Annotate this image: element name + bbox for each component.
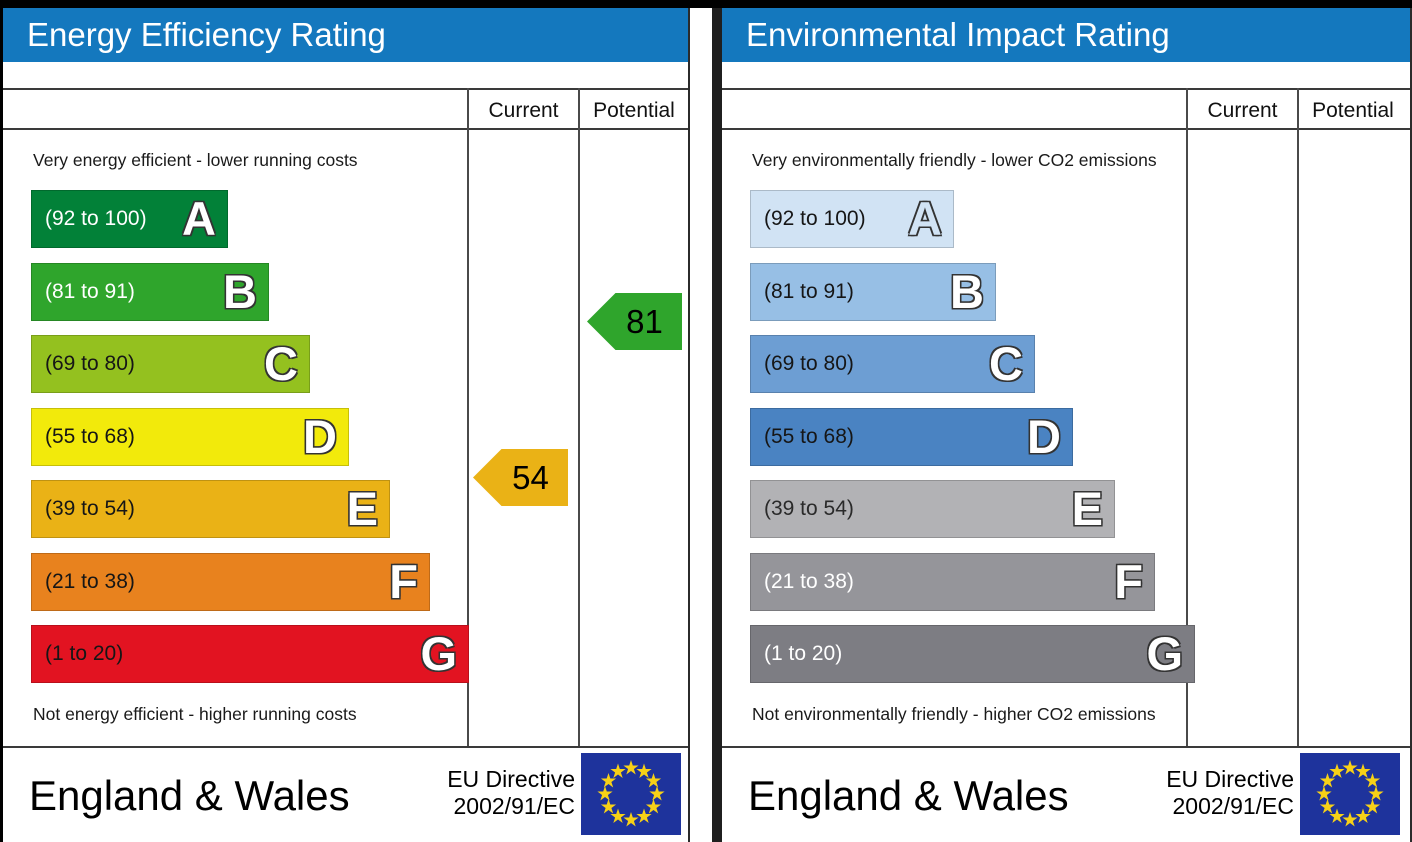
band-b: (81 to 91) B (31, 263, 269, 321)
eu-directive-label: EU Directive 2002/91/EC (403, 766, 575, 820)
eu-directive-label: EU Directive 2002/91/EC (1122, 766, 1294, 820)
eu-flag-icon (1300, 753, 1400, 835)
band-d: (55 to 68) D (31, 408, 349, 466)
caption-bottom: Not energy efficient - higher running co… (33, 704, 357, 724)
band-letter: B (223, 265, 257, 318)
band-letter: B (950, 265, 984, 318)
table-border-bottom (722, 746, 1410, 748)
panel-title: Energy Efficiency Rating (27, 16, 386, 53)
page-top-border (0, 0, 1412, 8)
band-range: (92 to 100) (45, 207, 147, 230)
band-letter: F (389, 555, 418, 608)
band-b: (81 to 91) B (750, 263, 996, 321)
band-range: (1 to 20) (764, 642, 843, 665)
band-range: (39 to 54) (764, 497, 854, 520)
eu-directive-line1: EU Directive (447, 766, 575, 792)
band-letter: G (1146, 627, 1183, 680)
band-range: (21 to 38) (45, 570, 135, 593)
band-a: (92 to 100) A (31, 190, 228, 248)
band-letter: D (303, 410, 337, 463)
current-column-header: Current (1207, 99, 1278, 122)
table-border-header (3, 128, 688, 130)
panel-title-bar: Environmental Impact Rating (722, 8, 1410, 62)
band-g: (1 to 20) G (31, 625, 469, 683)
caption-top: Very energy efficient - lower running co… (33, 150, 358, 170)
band-c: (69 to 80) C (750, 335, 1035, 393)
panel-title: Environmental Impact Rating (746, 16, 1170, 53)
current-rating-arrow: 54 (473, 449, 568, 506)
band-range: (69 to 80) (45, 352, 135, 375)
band-letter: C (989, 337, 1023, 390)
caption-bottom: Not environmentally friendly - higher CO… (752, 704, 1156, 724)
band-e: (39 to 54) E (31, 480, 390, 538)
table-border-header (722, 128, 1410, 130)
band-range: (81 to 91) (764, 280, 854, 303)
eu-directive-line1: EU Directive (1166, 766, 1294, 792)
environmental-impact-panel: Environmental Impact Rating Current Pote… (712, 8, 1412, 842)
band-g: (1 to 20) G (750, 625, 1195, 683)
current-column-divider (1186, 88, 1188, 746)
panel-title-bar: Energy Efficiency Rating (3, 8, 688, 62)
band-letter: C (264, 337, 298, 390)
eu-flag-icon (581, 753, 681, 835)
band-letter: E (1071, 482, 1103, 535)
eu-directive-line2: 2002/91/EC (453, 793, 575, 819)
current-column-divider (467, 88, 469, 746)
potential-column-header: Potential (593, 99, 675, 122)
energy-efficiency-panel: Energy Efficiency Rating Current Potenti… (0, 8, 690, 842)
potential-column-divider (1297, 88, 1299, 746)
current-rating-value: 54 (512, 458, 549, 496)
band-range: (92 to 100) (764, 207, 866, 230)
table-border-bottom (3, 746, 688, 748)
band-e: (39 to 54) E (750, 480, 1115, 538)
band-d: (55 to 68) D (750, 408, 1073, 466)
potential-column-divider (578, 88, 580, 746)
band-range: (21 to 38) (764, 570, 854, 593)
band-range: (39 to 54) (45, 497, 135, 520)
band-range: (69 to 80) (764, 352, 854, 375)
potential-rating-value: 81 (626, 302, 663, 340)
chart-area: Very environmentally friendly - lower CO… (722, 8, 1410, 842)
band-range: (81 to 91) (45, 280, 135, 303)
band-letter: F (1114, 555, 1143, 608)
band-c: (69 to 80) C (31, 335, 310, 393)
chart-area: Very energy efficient - lower running co… (3, 8, 688, 842)
band-letter: A (908, 192, 942, 245)
table-border-top (722, 88, 1410, 90)
band-a: (92 to 100) A (750, 190, 954, 248)
band-range: (55 to 68) (764, 425, 854, 448)
potential-rating-arrow: 81 (587, 293, 682, 350)
current-column-header: Current (488, 99, 559, 122)
region-label: England & Wales (748, 772, 1069, 819)
region-label: England & Wales (29, 772, 350, 819)
band-range: (55 to 68) (45, 425, 135, 448)
band-letter: A (182, 192, 216, 245)
band-f: (21 to 38) F (31, 553, 430, 611)
band-letter: G (420, 627, 457, 680)
table-border-top (3, 88, 688, 90)
caption-top: Very environmentally friendly - lower CO… (752, 150, 1157, 170)
band-f: (21 to 38) F (750, 553, 1155, 611)
band-letter: E (346, 482, 378, 535)
eu-directive-line2: 2002/91/EC (1172, 793, 1294, 819)
band-letter: D (1027, 410, 1061, 463)
potential-column-header: Potential (1312, 99, 1394, 122)
band-range: (1 to 20) (45, 642, 124, 665)
